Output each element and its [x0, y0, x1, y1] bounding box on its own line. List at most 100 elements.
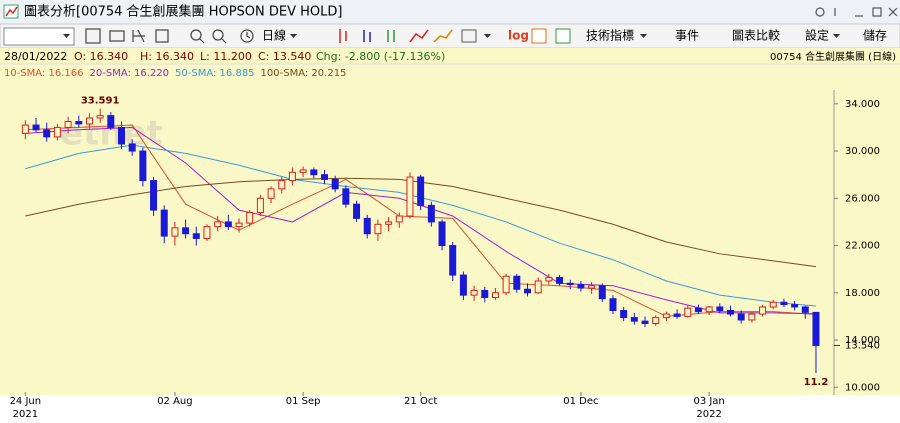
candle-body — [577, 284, 585, 289]
candle-body — [353, 203, 361, 219]
candle-body — [310, 169, 318, 176]
candle-body — [427, 204, 435, 223]
candle-body — [737, 313, 745, 321]
last-price-label: 13.540 — [845, 340, 880, 351]
year-label: 2022 — [696, 409, 721, 420]
dropdown-arrow — [290, 34, 297, 38]
period-button[interactable]: 日線 — [262, 28, 286, 43]
candle-body — [459, 274, 467, 296]
candle-body — [759, 306, 767, 315]
title-bar — [0, 0, 900, 24]
candle-body — [139, 150, 147, 182]
candle-body — [502, 275, 510, 294]
sma-line — [25, 144, 817, 307]
indicators-button[interactable]: 技術指標 — [586, 28, 634, 43]
candle-body — [609, 298, 617, 312]
window-title: 圖表分析[00754 合生創展集團 HOPSON DEV HOLD] — [24, 4, 342, 20]
candle-body — [705, 306, 713, 313]
x-tick-label: 21 Oct — [404, 396, 437, 407]
window-buttons[interactable] — [815, 7, 898, 17]
candle-body — [748, 313, 756, 321]
x-tick-label: 01 Dec — [563, 396, 598, 407]
toolbar — [0, 23, 900, 49]
candle-body — [85, 117, 93, 125]
candle-body — [652, 317, 660, 324]
candle-body — [299, 169, 307, 173]
candle-body — [684, 307, 692, 317]
candle-body — [128, 143, 136, 152]
candle-body — [331, 178, 339, 190]
toolbar-icon[interactable] — [531, 28, 547, 44]
candle-body — [224, 221, 232, 228]
legend-entry: 20-SMA: 16.220 — [90, 68, 170, 79]
candle-body — [363, 217, 371, 235]
info-change: Chg: -2.800 (-17.136%) — [316, 50, 445, 63]
candle-body — [470, 289, 478, 296]
candle-body — [150, 180, 158, 211]
candle-body — [438, 221, 446, 247]
candle-body — [278, 180, 286, 190]
dropdown-arrow — [640, 34, 647, 38]
candle-body — [513, 275, 521, 290]
legend-entry: 10-SMA: 16.166 — [4, 68, 84, 79]
candle-body — [64, 121, 72, 128]
candle-body — [53, 126, 61, 138]
y-tick-label: 34.000 — [845, 99, 880, 110]
x-tick-label: 03 Jan — [693, 396, 724, 407]
y-tick-label: 14.000 — [845, 335, 880, 346]
candle-body — [246, 211, 254, 224]
toolbar-icons[interactable] — [85, 28, 254, 44]
legend-entry: 50-SMA: 16.885 — [175, 68, 255, 79]
candle-body — [288, 171, 296, 182]
legend-entry: 100-SMA: 20.215 — [261, 68, 347, 79]
symbol-input[interactable] — [3, 27, 75, 46]
info-open: O: 16.340 — [74, 50, 128, 63]
settings-button[interactable]: 設定 — [805, 28, 829, 43]
annotation: 11.2 — [804, 377, 829, 388]
y-tick-label: 10.000 — [845, 382, 880, 393]
candle-body — [694, 307, 702, 313]
candle-body — [598, 285, 606, 300]
candle-body — [107, 115, 115, 128]
candle-body — [118, 126, 125, 145]
candle-body — [182, 227, 190, 235]
candle-body — [342, 188, 350, 205]
candle-body — [630, 317, 638, 322]
candle-body — [235, 222, 243, 228]
info-high: H: 16.340 — [140, 50, 194, 63]
save-button[interactable]: 儲存 — [863, 29, 887, 43]
candle-body — [673, 313, 681, 317]
x-axis-area — [0, 395, 900, 423]
annotation: 33.591 — [81, 96, 120, 107]
x-tick-label: 01 Sep — [286, 396, 321, 407]
candle-body — [545, 276, 553, 282]
year-label: 2021 — [13, 409, 38, 420]
chart-type-icons[interactable] — [339, 29, 477, 43]
candle-body — [417, 176, 425, 206]
x-tick-label: 24 Jun — [10, 396, 42, 407]
candle-body — [481, 289, 489, 299]
candle-body — [449, 245, 457, 276]
compare-button[interactable]: 圖表比較 — [732, 28, 780, 43]
candle-body — [256, 197, 264, 213]
candle-body — [727, 310, 734, 315]
log-button[interactable]: log — [508, 29, 529, 43]
candle-body — [716, 306, 724, 312]
sma-line — [25, 177, 817, 268]
toolbar-icon[interactable] — [555, 28, 571, 44]
candle-body — [780, 301, 788, 306]
candle-body — [801, 306, 809, 313]
x-tick-label: 02 Aug — [157, 396, 192, 407]
candle-body — [534, 280, 542, 294]
sma-line — [25, 126, 816, 315]
info-symbol: 00754 合生創展集團 (日線) — [770, 50, 896, 63]
candle-body — [791, 304, 799, 308]
events-button[interactable]: 事件 — [675, 29, 699, 43]
info-close: C: 13.540 — [258, 50, 311, 63]
candle-body — [192, 233, 200, 239]
candle-body — [267, 188, 275, 199]
dropdown-arrow — [484, 34, 491, 38]
y-tick-label: 18.000 — [845, 288, 880, 299]
candle-body — [395, 215, 403, 223]
